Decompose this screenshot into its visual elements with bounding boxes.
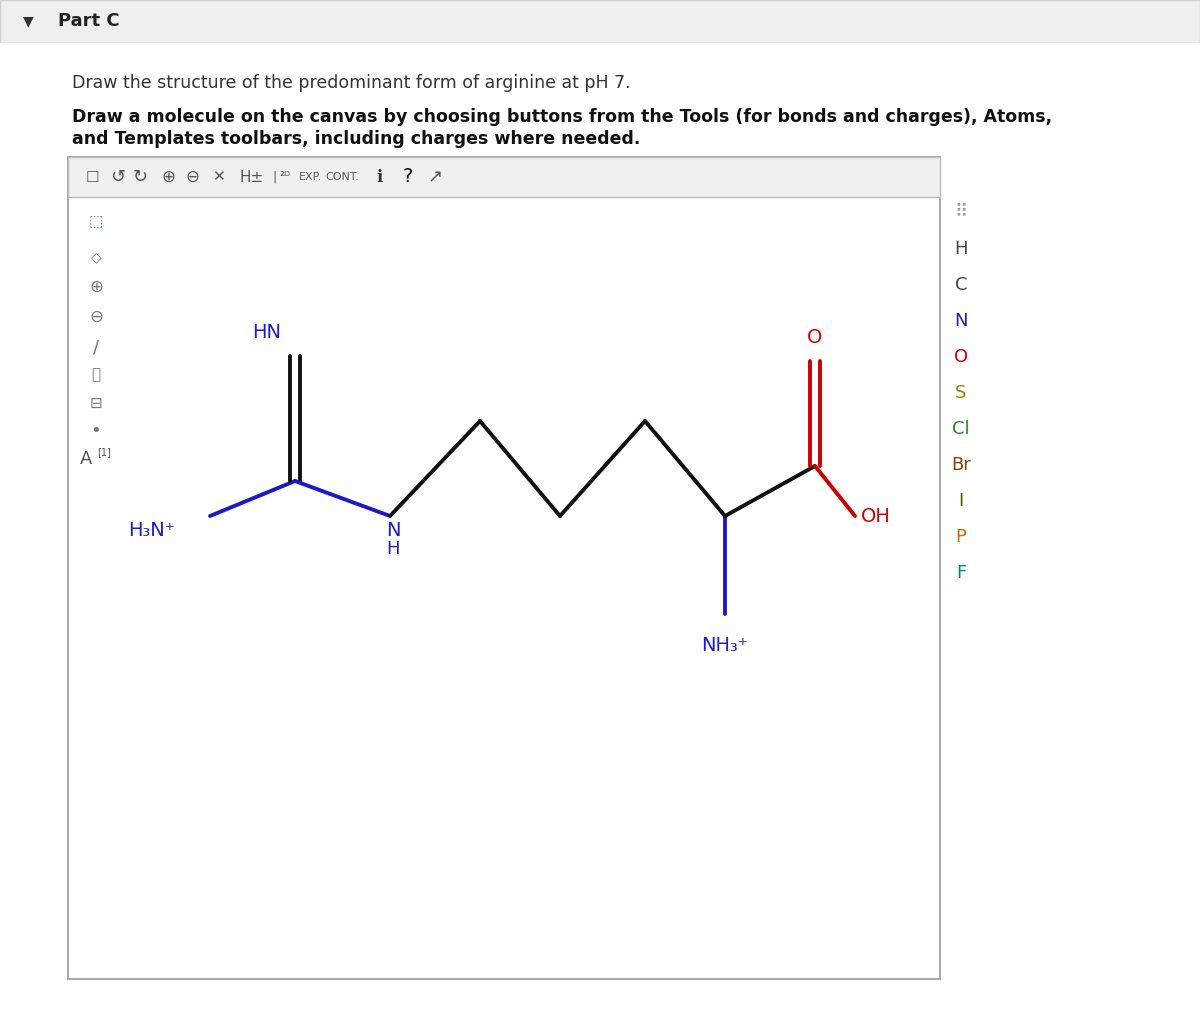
Text: C: C	[955, 276, 967, 294]
FancyBboxPatch shape	[68, 157, 940, 979]
Text: H: H	[954, 240, 967, 258]
Text: ⠿: ⠿	[954, 202, 967, 220]
Text: [1]: [1]	[97, 447, 110, 457]
Text: ▼: ▼	[23, 14, 34, 28]
Text: EXP.: EXP.	[299, 172, 322, 182]
Text: N: N	[954, 312, 967, 330]
Text: ⊕: ⊕	[161, 168, 175, 186]
Text: O: O	[954, 348, 968, 366]
Text: N: N	[385, 521, 401, 540]
Text: P: P	[955, 528, 966, 546]
Text: Draw the structure of the predominant form of arginine at pH 7.: Draw the structure of the predominant fo…	[72, 74, 631, 92]
Text: ⊕: ⊕	[89, 278, 103, 296]
Text: ◇: ◇	[91, 250, 101, 264]
Text: and Templates toolbars, including charges where needed.: and Templates toolbars, including charge…	[72, 130, 641, 148]
Text: OH: OH	[862, 507, 890, 526]
Text: ⊖: ⊖	[185, 168, 199, 186]
Text: Cl: Cl	[952, 420, 970, 438]
Text: ²ᴰ: ²ᴰ	[280, 171, 290, 184]
Text: CONT.: CONT.	[325, 172, 359, 182]
Text: ↗: ↗	[427, 168, 443, 186]
Text: /: /	[92, 338, 100, 356]
Text: |: |	[272, 171, 277, 184]
Text: ↺: ↺	[110, 168, 126, 186]
Text: ⊟: ⊟	[90, 395, 102, 410]
Text: ✕: ✕	[211, 170, 224, 184]
Text: Br: Br	[952, 456, 971, 474]
Text: A: A	[80, 450, 92, 468]
Text: H±: H±	[240, 170, 264, 184]
Text: Part C: Part C	[58, 12, 120, 30]
Text: ⬚: ⬚	[89, 214, 103, 229]
Text: ᵹ: ᵹ	[91, 368, 101, 382]
Text: HN: HN	[252, 323, 281, 342]
Text: F: F	[956, 564, 966, 582]
FancyBboxPatch shape	[0, 0, 1200, 43]
Text: H₃N⁺: H₃N⁺	[128, 522, 175, 541]
FancyBboxPatch shape	[68, 157, 940, 197]
Text: I: I	[959, 492, 964, 510]
FancyBboxPatch shape	[0, 43, 1200, 1011]
Text: ℹ: ℹ	[377, 168, 383, 186]
Text: ?: ?	[403, 168, 413, 186]
Text: H: H	[386, 540, 400, 558]
Text: ☐: ☐	[85, 170, 98, 184]
Text: S: S	[955, 384, 967, 402]
Text: NH₃⁺: NH₃⁺	[702, 636, 749, 655]
Text: ↻: ↻	[132, 168, 148, 186]
Text: Draw a molecule on the canvas by choosing buttons from the Tools (for bonds and : Draw a molecule on the canvas by choosin…	[72, 108, 1052, 126]
Text: ⊖: ⊖	[89, 308, 103, 326]
Text: •: •	[91, 422, 101, 440]
Text: O: O	[808, 328, 823, 347]
